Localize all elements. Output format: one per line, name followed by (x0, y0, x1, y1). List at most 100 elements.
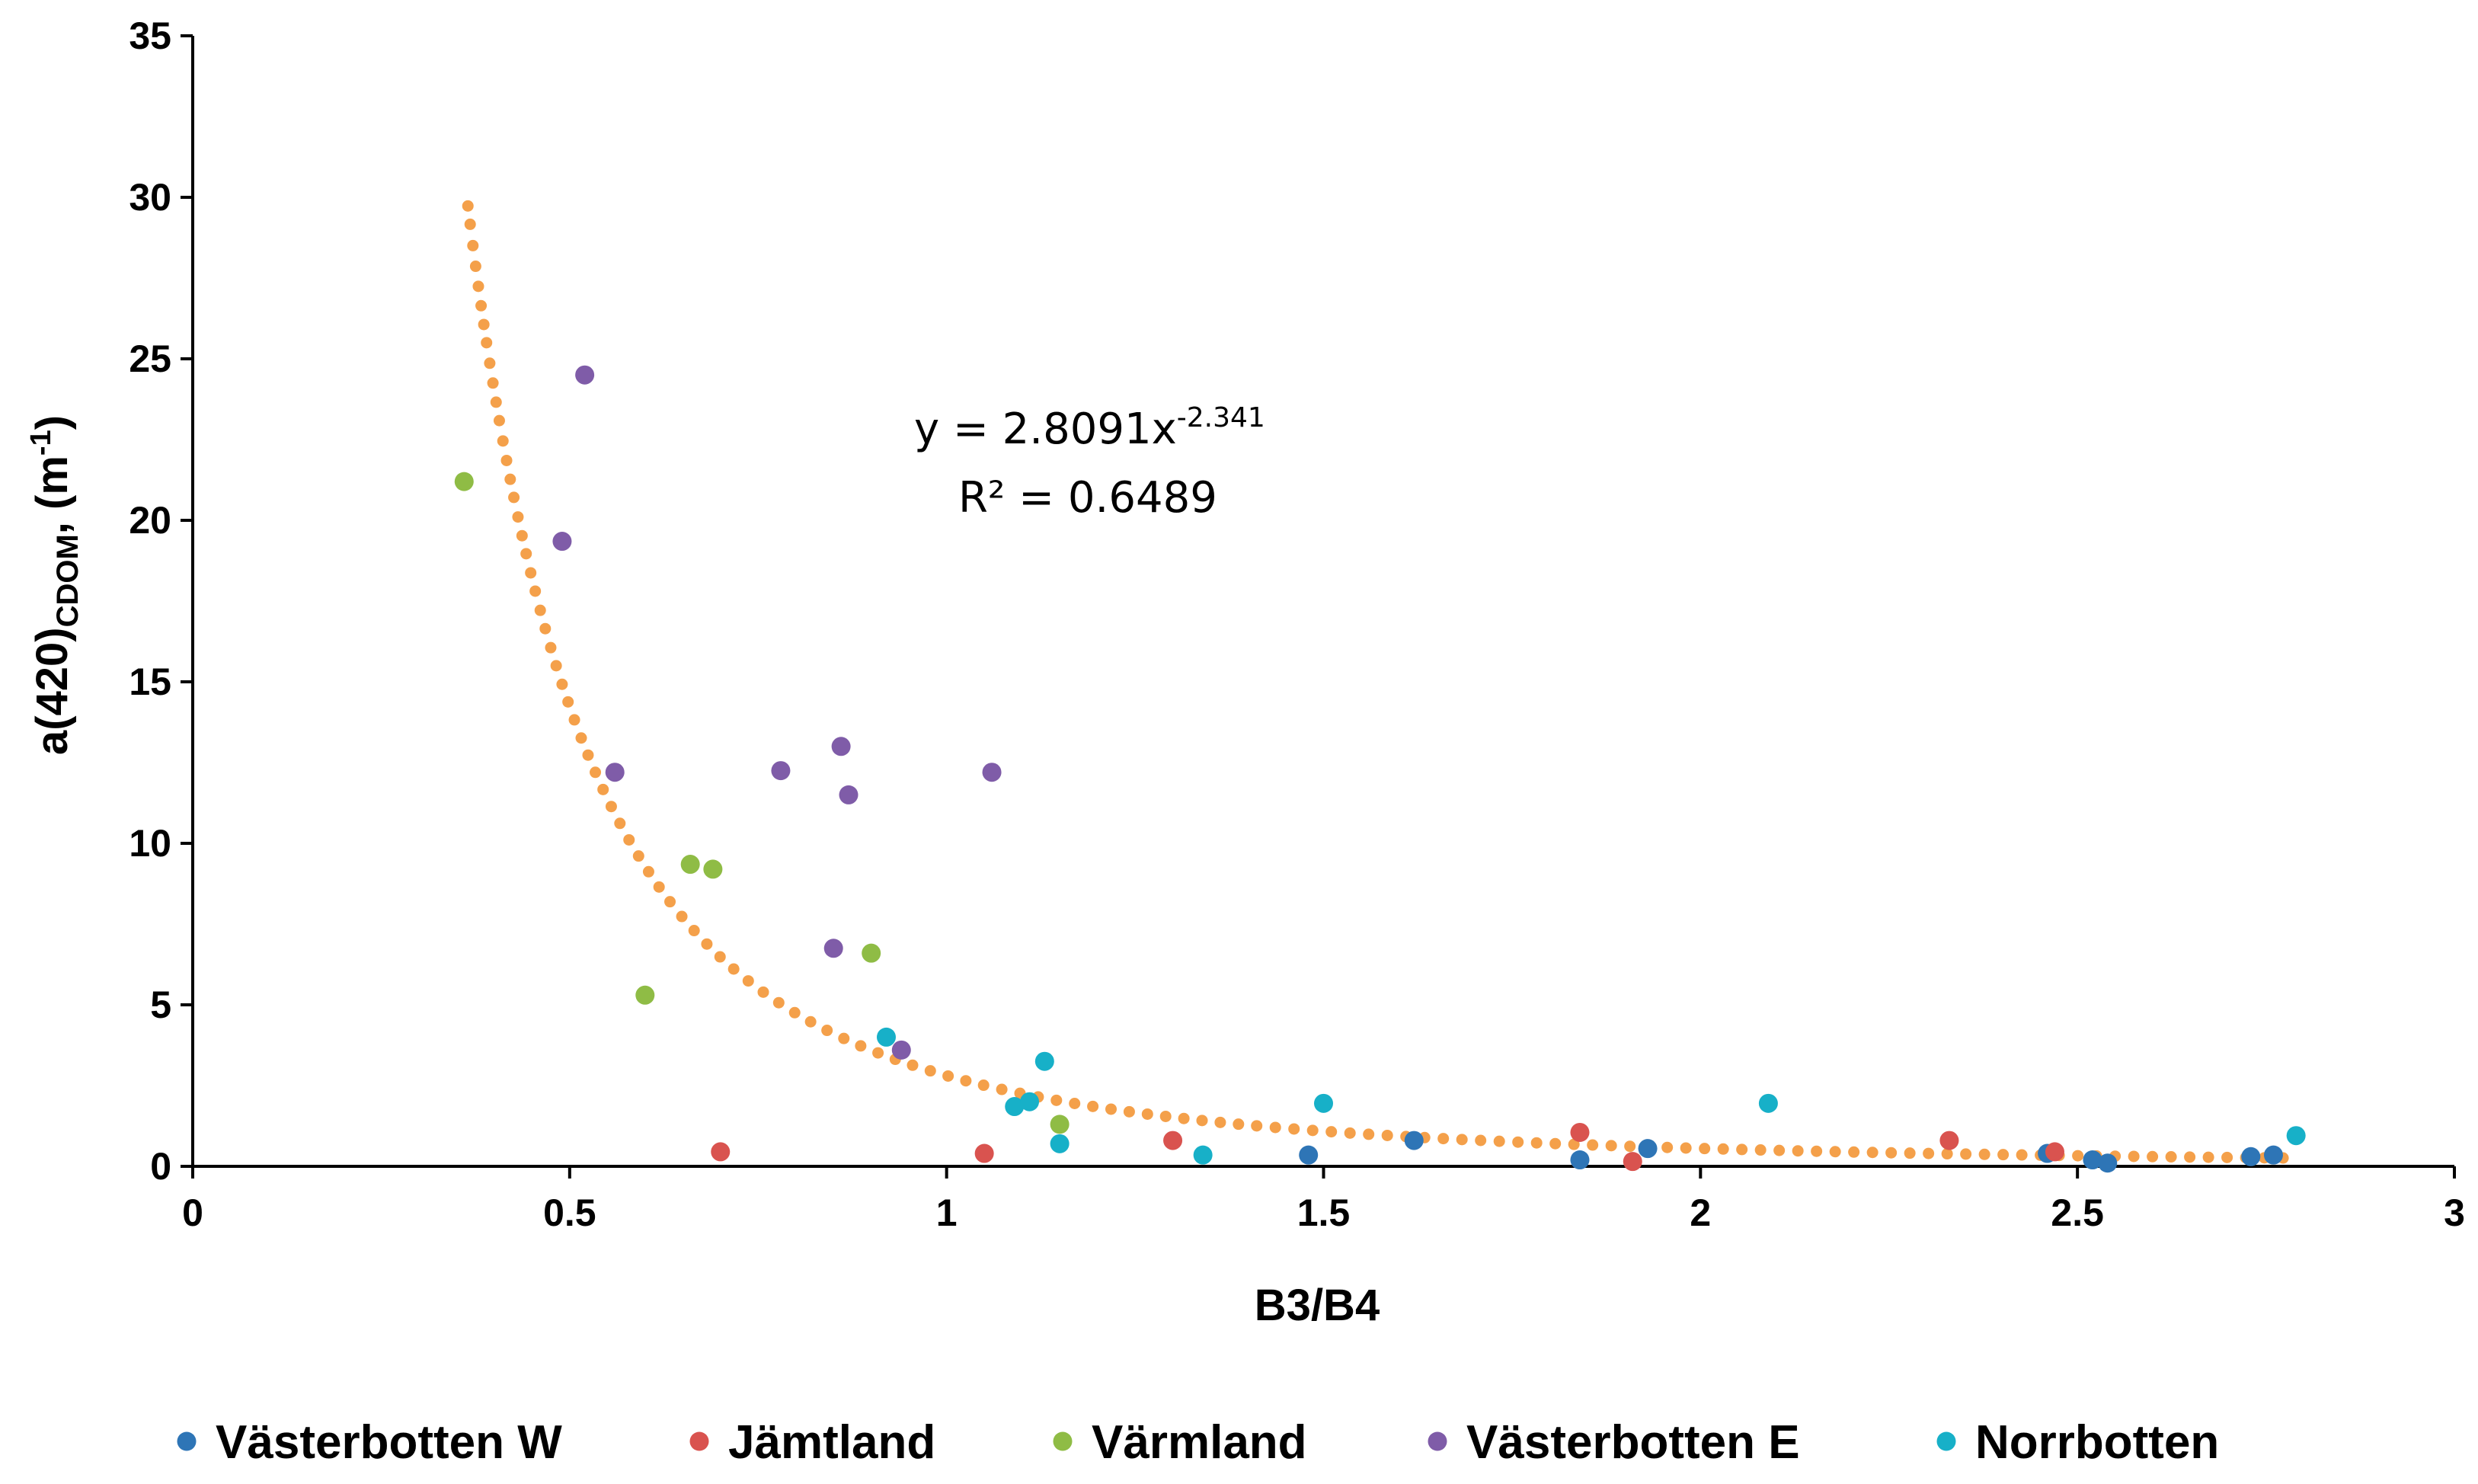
trendline-dot (1605, 1140, 1617, 1152)
data-point-series-3 (680, 855, 700, 875)
trendline-dot (623, 833, 635, 846)
trendline-dot (701, 938, 713, 950)
trendline-dot (1829, 1146, 1841, 1158)
trendline-dot (1997, 1149, 2010, 1161)
trendline-dot (1941, 1148, 1953, 1160)
data-point-series-5 (1193, 1145, 1213, 1165)
trendline-dot (516, 529, 528, 542)
trendline-dot (493, 414, 505, 427)
trendline-dot (1680, 1142, 1692, 1154)
data-point-series-1 (2083, 1150, 2102, 1170)
trendline-dot (614, 817, 626, 830)
data-point-series-5 (1314, 1093, 1333, 1113)
data-points (454, 365, 2306, 1173)
trendline-dot (1587, 1139, 1599, 1151)
data-point-series-2 (1939, 1131, 1959, 1150)
y-axis-ticks: 0 5 10 15 20 25 30 35 (129, 14, 193, 1188)
trendline-dot (1512, 1136, 1524, 1148)
y-tick-label: 5 (150, 983, 171, 1026)
trendline-dot (1661, 1141, 1674, 1153)
data-point-series-2 (2045, 1142, 2064, 1162)
trendline-dot (597, 783, 609, 795)
trendline-dot (1196, 1115, 1208, 1127)
trendline-dot (1105, 1103, 1117, 1115)
y-axis-title-superscript: -1 (25, 430, 57, 456)
x-tick-label: 2.5 (2051, 1191, 2104, 1234)
legend: Västerbotten W Jämtland Värmland Västerbott… (177, 1416, 2219, 1469)
trendline-dot (1624, 1140, 1636, 1153)
trendline-dot (1754, 1144, 1767, 1156)
trendline-dot (996, 1083, 1008, 1095)
trendline-dot (942, 1070, 954, 1082)
trendline-dot (632, 850, 644, 862)
x-tick-label: 3 (2444, 1191, 2465, 1234)
trendline-dot (562, 696, 574, 708)
trendline-dot (1344, 1127, 1356, 1139)
data-point-series-1 (1404, 1131, 1424, 1150)
data-point-series-2 (1570, 1122, 1590, 1142)
y-axis-title: a(420)CDOM, (m-1) (25, 415, 85, 755)
trendline-dot (1178, 1112, 1190, 1124)
trendline-dot (906, 1059, 919, 1071)
trendline-dot (1549, 1137, 1562, 1150)
trendline-dot (469, 261, 481, 273)
trendline-dot (525, 567, 537, 579)
trendline-dot (960, 1075, 972, 1087)
x-axis-ticks: 0 0.5 1 1.5 2 2.5 3 (182, 1166, 2465, 1234)
x-axis-title: B3/B4 (1255, 1281, 1380, 1330)
trendline-dot (727, 963, 740, 975)
trendline-dot (821, 1025, 833, 1037)
data-point-series-4 (831, 737, 851, 756)
x-tick-label: 1 (936, 1191, 958, 1234)
data-point-series-3 (635, 985, 655, 1005)
trendline-dot (2128, 1150, 2140, 1163)
trendline-dot (788, 1006, 801, 1019)
trendline-dot (2072, 1150, 2084, 1162)
data-point-series-3 (703, 859, 723, 879)
trendline-dot (1214, 1116, 1226, 1128)
trendline-dot (475, 299, 488, 312)
trendline-dot (1792, 1145, 1804, 1157)
data-point-series-3 (1050, 1115, 1070, 1134)
y-tick-label: 25 (129, 337, 171, 380)
trendline-dot (545, 641, 557, 654)
trendline-dot (605, 801, 617, 813)
trendline-dot (1848, 1146, 1860, 1158)
trendline-dot (497, 435, 509, 447)
trendline-dot (1269, 1121, 1281, 1134)
legend-label: Västerbotten W (216, 1416, 562, 1469)
trendline-equation: y = 2.8091x-2.341 (914, 402, 1265, 454)
trendline-dot (1123, 1105, 1135, 1118)
data-point-series-5 (1005, 1097, 1025, 1117)
trendline-dot (742, 975, 754, 987)
trendline-dot (529, 585, 542, 597)
trendline-dot (487, 377, 499, 389)
y-tick-label: 30 (129, 176, 171, 219)
trendline-dot (568, 714, 580, 726)
legend-label: Västerbotten E (1466, 1416, 1800, 1469)
trendline-dot (2202, 1151, 2214, 1163)
trendline-dot (504, 473, 516, 485)
legend-marker (1936, 1431, 1956, 1451)
data-point-series-1 (2263, 1145, 2283, 1165)
data-point-series-1 (1570, 1150, 1590, 1170)
trendline-dot (1923, 1147, 1935, 1159)
trendline-dot (1568, 1138, 1580, 1150)
data-point-series-5 (1758, 1093, 1778, 1113)
trendline-dot (653, 881, 665, 893)
data-point-series-3 (454, 472, 474, 491)
trendline-dot (772, 996, 785, 1009)
trendline-dot (512, 511, 524, 523)
trendline-dot (467, 239, 479, 251)
legend-marker (1428, 1431, 1447, 1451)
trendline-dot (855, 1040, 867, 1052)
trendline-dot (2221, 1151, 2233, 1163)
x-tick-label: 2 (1690, 1191, 1711, 1234)
trendline-dot (1699, 1143, 1711, 1155)
x-tick-label: 0.5 (543, 1191, 596, 1234)
trendline-dot (1493, 1135, 1505, 1147)
trendline-dot (1773, 1144, 1786, 1156)
trendline-dot (2184, 1151, 2196, 1163)
trendline-dot (664, 896, 676, 908)
